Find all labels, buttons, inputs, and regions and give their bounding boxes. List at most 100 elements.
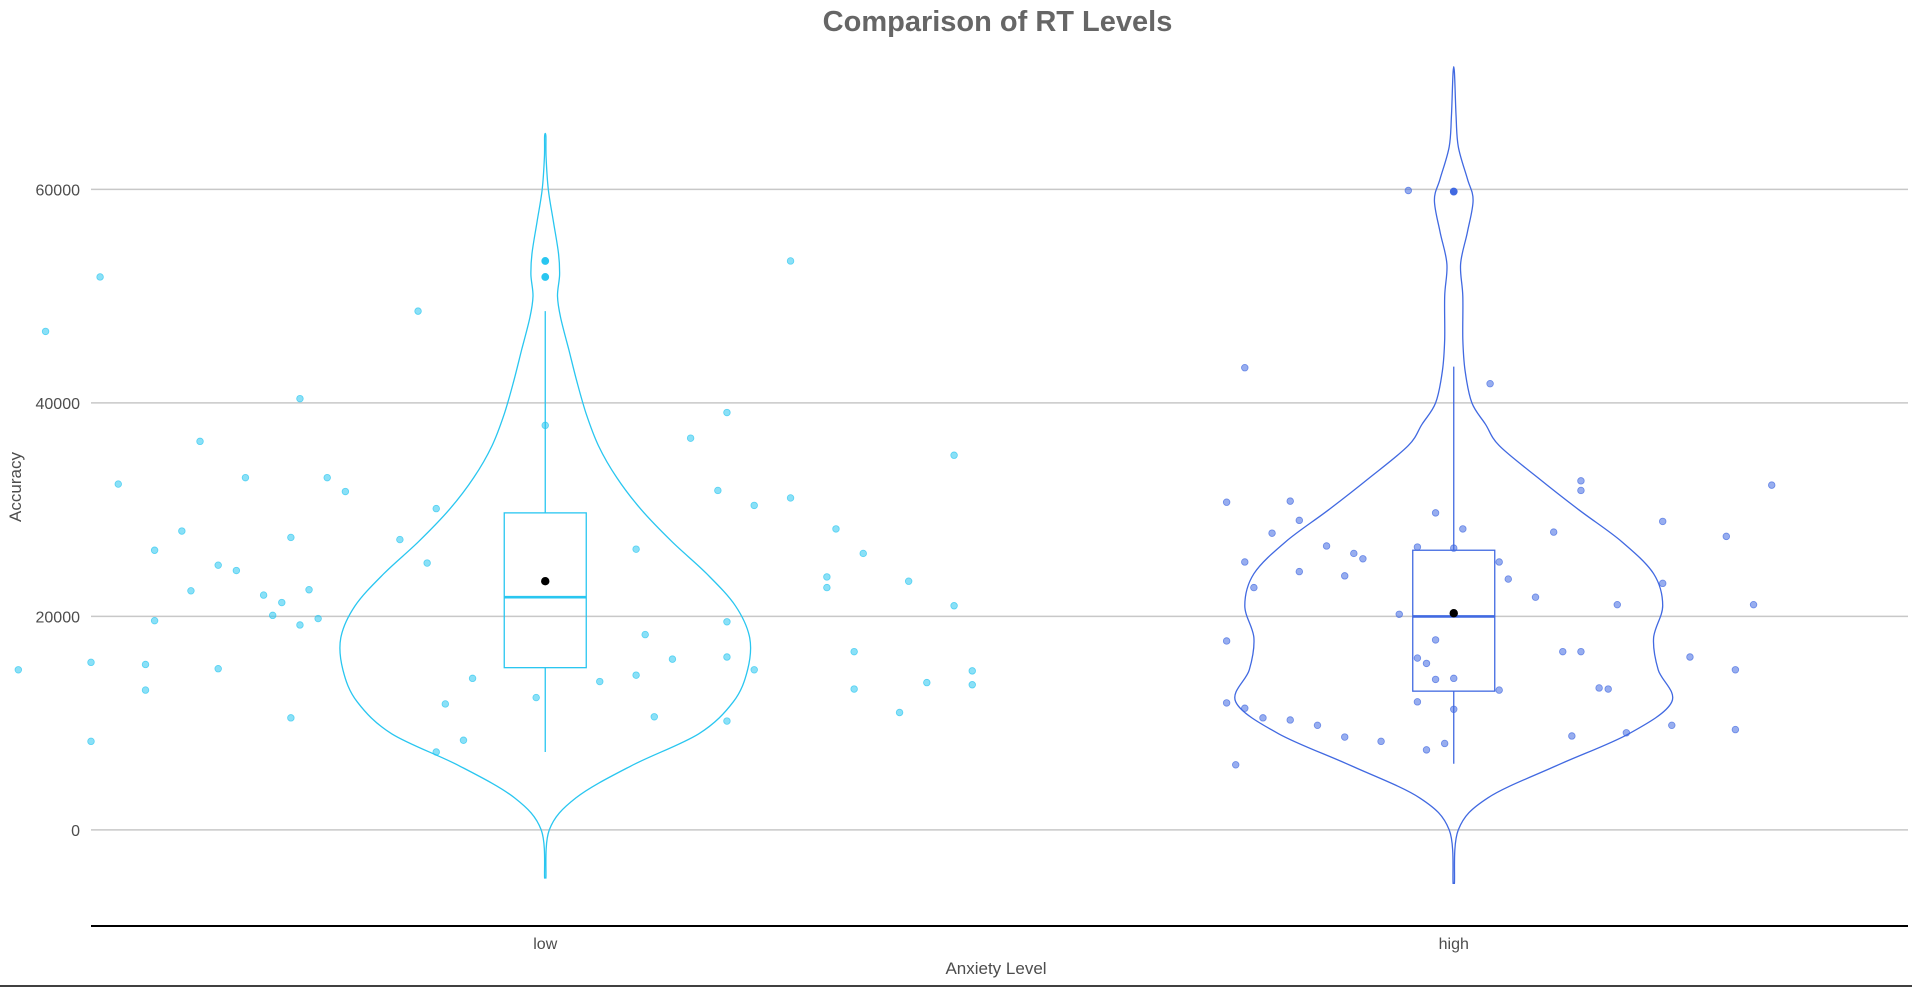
data-point-low (259, 591, 268, 599)
data-point-high (1413, 698, 1422, 706)
y-tick-label: 40000 (36, 396, 81, 413)
data-point-low (141, 660, 150, 669)
data-point-high (1577, 647, 1585, 656)
data-point-low (14, 666, 23, 674)
data-point-low (287, 714, 295, 722)
data-point-high (1577, 486, 1585, 495)
data-point-high (1241, 704, 1249, 712)
data-point-high (1350, 549, 1358, 558)
data-point-low (459, 736, 468, 744)
data-point-high (1232, 761, 1240, 769)
data-point-low (923, 678, 931, 687)
y-tick-label: 60000 (36, 182, 81, 199)
data-point-low (441, 700, 450, 708)
data-point-low (786, 494, 795, 502)
data-point-low (968, 667, 976, 675)
data-point-high (1659, 579, 1667, 588)
mean-marker-high (1449, 609, 1458, 618)
data-point-low (187, 587, 195, 595)
data-point-low (850, 647, 858, 656)
data-point-low (904, 577, 913, 585)
data-point-high (1440, 739, 1449, 748)
data-point-low (723, 618, 731, 626)
data-point-high (1486, 380, 1494, 388)
data-point-low (150, 616, 159, 625)
data-point-high (1404, 186, 1413, 195)
data-point-low (396, 535, 404, 544)
data-point-low (750, 666, 758, 674)
data-point-high (1459, 525, 1467, 533)
data-point-low (723, 408, 731, 417)
data-point-high (1595, 684, 1603, 692)
data-point-low (686, 434, 695, 442)
data-point-low (723, 717, 731, 725)
data-point-high (1286, 497, 1294, 505)
data-point-low (859, 549, 867, 558)
box-low (503, 512, 587, 669)
data-point-high (1495, 558, 1503, 566)
y-tick-label: 0 (71, 823, 80, 840)
data-point-low (341, 487, 350, 496)
axis-layer: 0 20000 40000 60000 low high (0, 182, 1912, 987)
data-point-high (1431, 675, 1440, 684)
data-point-low (823, 573, 831, 581)
data-point-high (1413, 654, 1422, 662)
x-axis-title: Anxiety Level (945, 959, 1046, 978)
data-point-low (296, 621, 304, 629)
data-point-high (1768, 481, 1776, 489)
data-point-high (1286, 716, 1294, 724)
data-point-low (414, 307, 422, 315)
data-point-low (750, 501, 758, 510)
violin-low (339, 132, 752, 879)
data-point-low (432, 504, 440, 513)
data-point-low (96, 273, 104, 281)
data-point-low (141, 686, 150, 694)
violin-layer (339, 66, 1674, 884)
data-point-low (296, 394, 304, 403)
data-point-low (668, 655, 677, 663)
data-point-high (1549, 528, 1558, 536)
data-point-high (1250, 583, 1258, 592)
data-point-high (1495, 686, 1503, 694)
data-point-low (87, 737, 95, 746)
box-high (1412, 549, 1496, 692)
data-point-high (1395, 610, 1403, 618)
data-point-high (1604, 685, 1612, 693)
data-point-low (786, 257, 795, 265)
data-point-high (1431, 636, 1440, 644)
data-point-low (596, 677, 604, 686)
mean-marker-low (541, 576, 550, 586)
data-point-low (214, 561, 222, 569)
data-point-low (305, 586, 313, 594)
data-point-high (1295, 567, 1304, 576)
data-point-low (196, 437, 204, 446)
data-point-low (150, 546, 159, 554)
data-point-low (850, 685, 858, 693)
data-point-low (968, 681, 976, 689)
data-point-low (632, 545, 640, 553)
data-point-low (114, 480, 122, 488)
data-point-high (1577, 477, 1585, 485)
data-point-low (641, 630, 649, 639)
data-point-high (1295, 516, 1304, 525)
data-point-high (1450, 674, 1458, 683)
data-point-high (1568, 732, 1576, 740)
data-point-high (1222, 637, 1231, 645)
outlier-high (1449, 187, 1458, 196)
data-point-high (1359, 555, 1367, 563)
outlier-low (541, 257, 550, 265)
data-point-low (632, 671, 640, 679)
data-point-high (1659, 517, 1667, 526)
data-point-low (178, 527, 186, 535)
data-point-low (714, 486, 722, 495)
data-point-low (232, 566, 241, 575)
box-layer (503, 187, 1496, 764)
data-point-high (1413, 543, 1422, 551)
data-point-low (950, 602, 958, 610)
data-point-low (650, 713, 658, 721)
data-point-high (1686, 653, 1694, 661)
data-point-high (1322, 542, 1331, 550)
data-point-high (1613, 600, 1621, 609)
data-point-high (1422, 659, 1431, 668)
